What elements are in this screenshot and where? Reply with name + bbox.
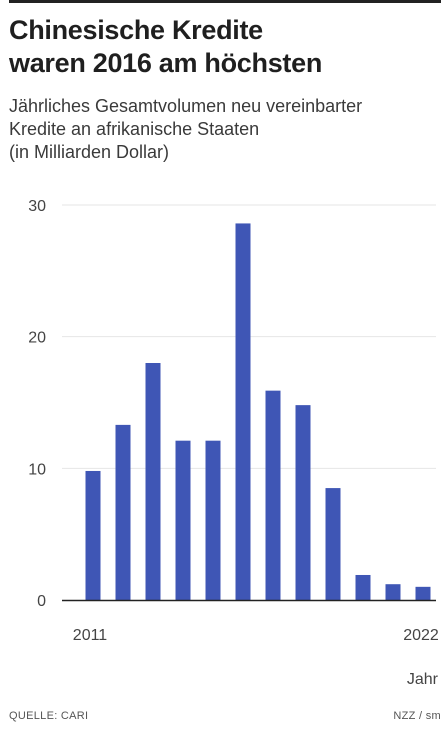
bar [205, 440, 221, 600]
bar [145, 363, 161, 600]
title-line: Chinesische Kredite [9, 15, 263, 45]
bar [415, 586, 431, 600]
bar [85, 470, 101, 600]
subtitle-line: (in Milliarden Dollar) [9, 142, 170, 162]
y-tick-label: 20 [28, 330, 46, 347]
x-tick-label: 2011 [73, 627, 108, 644]
bar [175, 440, 191, 600]
bar [355, 574, 371, 600]
title-line: waren 2016 am höchsten [9, 48, 323, 78]
bar [325, 488, 341, 600]
x-tick-label: 2022 [403, 627, 439, 644]
bar [265, 390, 281, 600]
bar [295, 405, 311, 600]
bar [115, 424, 131, 600]
credit-note: NZZ / sm [393, 710, 441, 722]
bar [235, 223, 251, 600]
bar [385, 584, 401, 600]
source-note: QUELLE: CARI [9, 710, 89, 722]
chart-title: Chinesische Kredite waren 2016 am höchst… [9, 14, 437, 80]
y-tick-label: 0 [37, 593, 46, 610]
subtitle-line: Kredite an afrikanische Staaten [9, 119, 260, 139]
top-rule [9, 0, 441, 3]
chart-subtitle: Jährliches Gesamtvolumen neu vereinbarte… [9, 95, 437, 164]
y-tick-label: 30 [28, 198, 46, 215]
y-tick-label: 10 [28, 461, 46, 478]
x-axis-label: Jahr [407, 671, 439, 688]
subtitle-line: Jährliches Gesamtvolumen neu vereinbarte… [9, 96, 363, 116]
